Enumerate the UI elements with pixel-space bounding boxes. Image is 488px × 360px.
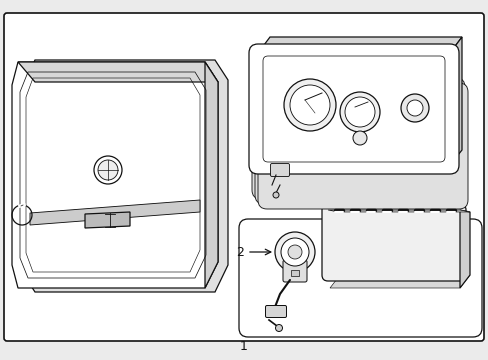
Circle shape — [345, 97, 374, 127]
Circle shape — [275, 324, 282, 332]
Circle shape — [406, 100, 422, 116]
Polygon shape — [258, 37, 461, 53]
Circle shape — [339, 92, 379, 132]
Circle shape — [98, 160, 118, 180]
FancyBboxPatch shape — [254, 78, 464, 204]
FancyBboxPatch shape — [4, 13, 483, 341]
Polygon shape — [22, 60, 227, 292]
Polygon shape — [12, 62, 218, 288]
Polygon shape — [204, 62, 218, 288]
Circle shape — [94, 156, 122, 184]
Polygon shape — [449, 37, 461, 165]
Polygon shape — [329, 275, 469, 288]
Circle shape — [289, 85, 329, 125]
Text: 1: 1 — [240, 341, 247, 354]
FancyBboxPatch shape — [283, 260, 306, 282]
Circle shape — [284, 79, 335, 131]
Circle shape — [281, 238, 308, 266]
Polygon shape — [459, 210, 469, 288]
FancyBboxPatch shape — [270, 163, 289, 176]
Circle shape — [400, 94, 428, 122]
Polygon shape — [327, 210, 469, 212]
Polygon shape — [85, 212, 130, 228]
FancyBboxPatch shape — [248, 44, 458, 174]
Circle shape — [287, 245, 302, 259]
FancyBboxPatch shape — [265, 306, 286, 318]
Text: 2: 2 — [236, 246, 244, 258]
Circle shape — [274, 232, 314, 272]
Circle shape — [272, 192, 279, 198]
FancyBboxPatch shape — [258, 83, 467, 209]
Circle shape — [352, 131, 366, 145]
Polygon shape — [30, 200, 200, 225]
FancyBboxPatch shape — [251, 73, 461, 199]
FancyBboxPatch shape — [321, 204, 465, 281]
FancyBboxPatch shape — [290, 270, 298, 276]
Polygon shape — [18, 62, 218, 82]
FancyBboxPatch shape — [239, 219, 481, 337]
